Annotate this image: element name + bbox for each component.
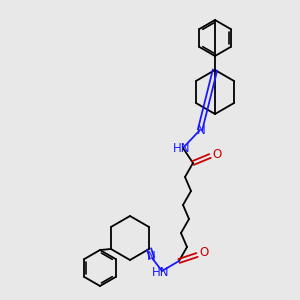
Text: HN: HN: [173, 142, 191, 154]
Text: N: N: [147, 250, 155, 262]
Text: O: O: [200, 247, 208, 260]
Text: HN: HN: [152, 266, 170, 278]
Text: N: N: [196, 124, 206, 137]
Text: O: O: [212, 148, 222, 160]
